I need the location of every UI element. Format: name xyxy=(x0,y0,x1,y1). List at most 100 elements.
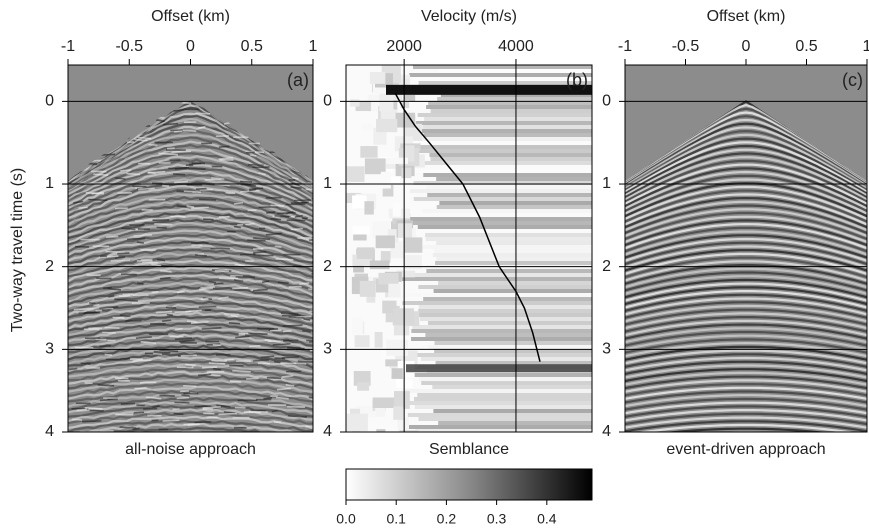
seismic-event xyxy=(625,252,867,276)
noise xyxy=(106,235,119,238)
seismic-event xyxy=(625,409,867,422)
x-tick-label: 0.5 xyxy=(795,38,817,55)
semblance-band xyxy=(434,249,592,253)
seismic-event xyxy=(68,125,313,188)
semblance-band xyxy=(414,397,592,401)
seismic-event xyxy=(68,378,313,393)
semblance-band xyxy=(404,217,592,221)
panel-image xyxy=(346,65,592,432)
semblance-blob xyxy=(376,429,386,432)
semblance-band xyxy=(401,277,592,281)
colorbar-tick-label: 0.1 xyxy=(386,511,406,527)
seismic-event xyxy=(68,136,313,193)
noise xyxy=(214,183,230,187)
semblance-band xyxy=(426,185,592,189)
seismic-event xyxy=(68,251,313,277)
seismic-event xyxy=(68,288,313,308)
caption: all-noise approach xyxy=(125,441,256,458)
noise xyxy=(290,227,303,231)
noise xyxy=(176,205,187,208)
noise xyxy=(235,335,250,339)
noise xyxy=(248,332,268,335)
colorbar-tick-label: 0.2 xyxy=(437,511,457,527)
x-tick-label: 2000 xyxy=(386,38,422,55)
noise xyxy=(208,362,226,365)
seismic-event xyxy=(625,156,867,201)
semblance-blob xyxy=(397,417,409,432)
semblance-band xyxy=(424,117,592,121)
semblance-band xyxy=(436,241,592,245)
noise xyxy=(172,173,186,176)
noise xyxy=(272,343,291,346)
noise xyxy=(80,362,91,365)
noise xyxy=(303,318,311,321)
noise xyxy=(120,402,136,405)
semblance-band xyxy=(436,257,592,261)
seismic-event xyxy=(625,304,867,323)
noise xyxy=(266,211,276,214)
x-tick-label: -0.5 xyxy=(115,38,143,55)
seismic-event xyxy=(62,458,319,469)
noise xyxy=(137,281,144,285)
noise xyxy=(198,287,214,291)
semblance-blob xyxy=(380,171,391,189)
mute xyxy=(625,65,867,178)
seismic-event xyxy=(68,367,313,382)
semblance-band xyxy=(433,289,592,293)
frame xyxy=(67,64,314,433)
semblance-blob xyxy=(391,368,403,379)
semblance-blob xyxy=(392,213,411,224)
semblance-band xyxy=(402,301,592,305)
y-tick-label: 1 xyxy=(602,175,611,192)
seismic-event xyxy=(68,322,313,340)
semblance-band xyxy=(427,193,592,197)
noise xyxy=(78,311,99,315)
seismic-event xyxy=(625,241,867,266)
noise xyxy=(282,324,303,327)
semblance-band xyxy=(416,213,592,217)
seismic-event xyxy=(625,267,867,289)
noise xyxy=(198,305,217,309)
seismic-event xyxy=(68,123,313,186)
noise xyxy=(206,370,225,374)
semblance-band xyxy=(423,133,592,137)
semblance-blob xyxy=(394,391,410,409)
semblance-band xyxy=(422,209,592,213)
noise xyxy=(287,405,305,409)
noise xyxy=(291,176,299,180)
semblance-band xyxy=(414,405,592,409)
seismic-event xyxy=(625,200,867,232)
seismic-event xyxy=(68,229,313,257)
semblance-blob xyxy=(392,203,401,217)
seismic-event xyxy=(625,204,867,235)
semblance-band xyxy=(406,221,592,225)
noise xyxy=(100,398,118,402)
seismic-event xyxy=(68,303,313,323)
noise xyxy=(211,359,227,363)
seismic-event xyxy=(625,416,867,429)
semblance-blob xyxy=(372,397,395,409)
seismic-event xyxy=(68,281,313,303)
noise xyxy=(197,125,206,129)
noise xyxy=(212,367,222,371)
semblance-band xyxy=(433,409,592,413)
noise xyxy=(288,315,305,319)
semblance-band xyxy=(413,129,592,133)
noise xyxy=(71,418,83,421)
noise xyxy=(108,294,115,298)
x-axis-label: Offset (km) xyxy=(707,8,786,25)
semblance-blob xyxy=(396,270,416,278)
semblance-band xyxy=(428,101,592,105)
semblance-blob xyxy=(399,430,419,432)
noise xyxy=(167,147,175,150)
noise xyxy=(306,237,313,240)
seismic-event xyxy=(68,296,313,316)
seismic-event xyxy=(68,270,313,292)
seismic-event xyxy=(625,185,867,221)
semblance-blob xyxy=(404,145,415,162)
seismic-event xyxy=(68,166,313,209)
seismic-event xyxy=(625,364,867,379)
noise xyxy=(176,396,190,400)
noise xyxy=(159,277,171,280)
seismic-event xyxy=(68,382,313,397)
